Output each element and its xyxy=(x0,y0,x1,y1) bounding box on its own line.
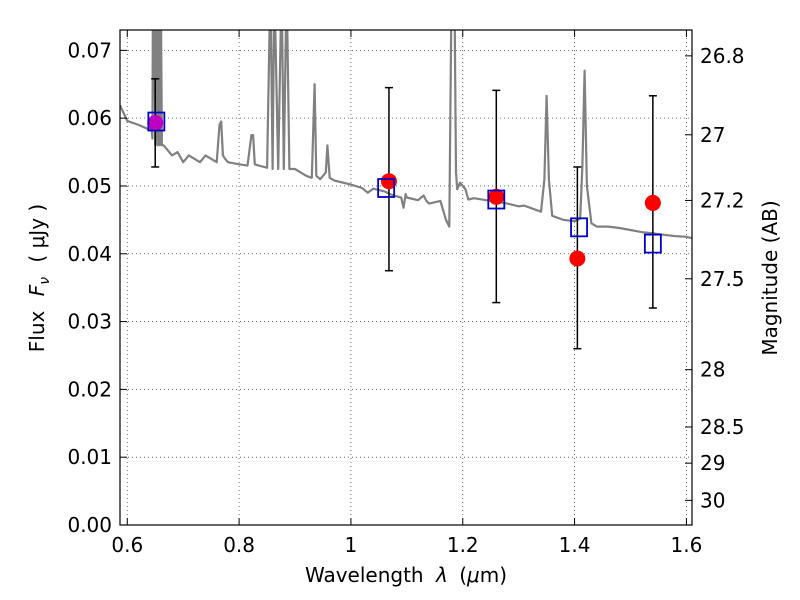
observed-point xyxy=(147,114,164,131)
y-tick-label: 0.00 xyxy=(67,513,112,537)
y-tick-label: 0.02 xyxy=(67,377,112,401)
y2-tick-label: 30 xyxy=(700,488,725,512)
y2-tick-label: 26.8 xyxy=(700,44,745,68)
x-tick-label: 1.4 xyxy=(559,533,591,557)
observed-point xyxy=(488,188,505,205)
model-bandpass-points xyxy=(147,111,662,254)
y2-tick-label: 29 xyxy=(700,451,725,475)
y-axis-ticks: 0.00 0.01 0.02 0.03 0.04 0.05 0.06 0.07 xyxy=(67,38,127,537)
y-tick-label: 0.01 xyxy=(67,445,112,469)
y-tick-label: 0.06 xyxy=(67,106,112,130)
y2-axis-label: Magnitude (AB) xyxy=(758,200,782,355)
x-tick-label: 1.6 xyxy=(671,533,703,557)
model-point xyxy=(147,111,166,132)
x-tick-label: 1.2 xyxy=(447,533,479,557)
x-axis-label: Wavelength λ (μm) xyxy=(305,563,507,587)
x-tick-label: 0.8 xyxy=(223,533,255,557)
spectrum-line xyxy=(120,30,692,240)
observed-point xyxy=(380,173,397,190)
plot-background xyxy=(120,30,692,525)
observed-point xyxy=(644,194,661,211)
x-axis-ticks: 0.6 0.8 1 1.2 1.4 1.6 xyxy=(111,30,702,557)
model-point xyxy=(487,189,506,210)
y2-tick-label: 27.2 xyxy=(700,188,745,212)
observed-points xyxy=(147,114,661,267)
x-tick-label: 0.6 xyxy=(111,533,143,557)
y2-axis-ticks: 26.8 27 27.2 27.5 28 28.5 29 30 xyxy=(685,44,745,512)
y-tick-label: 0.07 xyxy=(67,38,112,62)
y-tick-label: 0.04 xyxy=(67,242,112,266)
y-tick-label: 0.03 xyxy=(67,310,112,334)
plot-frame xyxy=(119,29,693,526)
model-point xyxy=(377,178,396,198)
y-axis-label: Flux Fν ( μJy ) xyxy=(25,204,54,352)
y2-tick-label: 27 xyxy=(700,123,725,147)
y2-tick-label: 27.5 xyxy=(700,267,745,291)
y2-tick-label: 28 xyxy=(700,358,725,382)
x-tick-label: 1 xyxy=(345,533,358,557)
y-tick-label: 0.05 xyxy=(67,174,112,198)
model-spectrum xyxy=(120,30,692,240)
model-point xyxy=(570,217,588,238)
y2-tick-label: 28.5 xyxy=(700,415,745,439)
model-point xyxy=(643,233,662,254)
observed-point xyxy=(569,250,586,267)
